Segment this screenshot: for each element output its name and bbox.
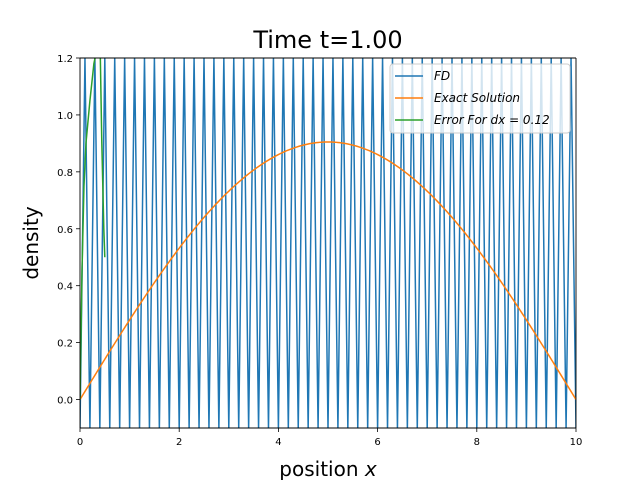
x-axis-label-text: position: [279, 457, 358, 480]
x-tick-label: 6: [374, 437, 380, 448]
y-tick-label: 0.2: [57, 339, 73, 350]
legend-box: [389, 63, 571, 134]
legend-label-error: Error For dx = 0.12: [434, 113, 550, 127]
x-axis-label: position x: [279, 457, 377, 480]
legend-label-fd: FD: [434, 69, 450, 83]
chart-title: Time t=1.00: [252, 26, 402, 54]
y-tick-label: 0.8: [57, 168, 73, 179]
x-axis-label-var: x: [364, 457, 377, 480]
legend: FD Exact Solution Error For dx = 0.12: [389, 63, 571, 134]
axes-frame: [79, 57, 577, 429]
series-line-fd: [80, 58, 576, 428]
y-tick-label: 1.0: [57, 111, 73, 122]
x-tick-label: 10: [570, 437, 583, 448]
y-tick-label: 0.6: [57, 225, 73, 236]
ticks-layer: 0 2 4 6 8 10 0.0 0.2 0.4 0.6 0.8 1.0 1.2: [57, 54, 582, 448]
series-layer: [80, 58, 576, 428]
x-tick-label: 0: [77, 437, 83, 448]
series-line-exact: [80, 141, 576, 400]
x-tick-label: 8: [474, 437, 480, 448]
legend-label-exact: Exact Solution: [434, 91, 520, 105]
series-line-error-segment: [80, 58, 106, 400]
y-tick-label: 1.2: [57, 54, 73, 65]
y-tick-label: 0.4: [57, 282, 73, 293]
y-axis-label: density: [19, 206, 43, 279]
x-tick-label: 4: [275, 437, 281, 448]
x-tick-label: 2: [176, 437, 182, 448]
y-tick-label: 0.0: [57, 396, 73, 407]
